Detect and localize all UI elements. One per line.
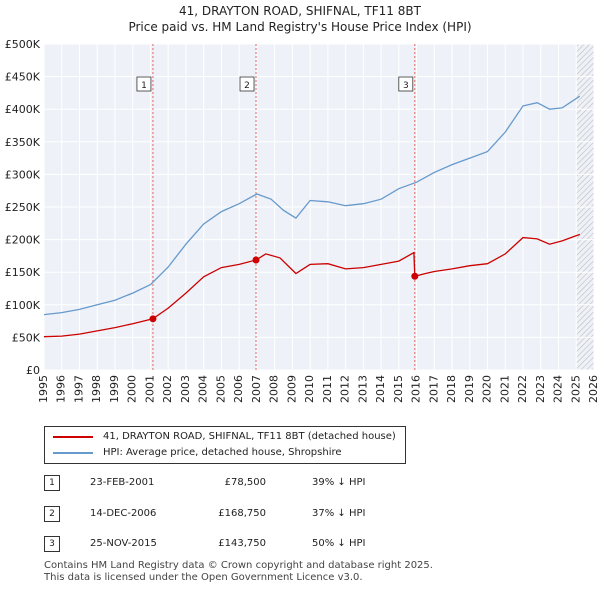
sale-hpi-diff: 37% ↓ HPI (312, 508, 366, 519)
chart-title-subtitle: Price paid vs. HM Land Registry's House … (128, 20, 472, 34)
sale-number-badge: 1 (44, 475, 60, 491)
attribution-line-2: This data is licensed under the Open Gov… (44, 572, 363, 583)
chart-title-address: 41, DRAYTON ROAD, SHIFNAL, TF11 8BT (179, 4, 421, 18)
y-tick-label: £400K (5, 103, 41, 116)
legend-item-price: 41, DRAYTON ROAD, SHIFNAL, TF11 8BT (det… (53, 431, 396, 442)
x-tick-label: 1999 (108, 375, 121, 403)
x-tick-label: 2009 (285, 375, 298, 403)
x-tick-label: 2008 (268, 375, 281, 403)
price-chart: 1 2 3 £0 £50K £100K £150K £200K £250K £300K £350K £… (5, 38, 600, 403)
y-tick-label: £150K (5, 266, 41, 279)
x-tick-label: 2021 (498, 375, 511, 403)
sale-label-number: 1 (141, 81, 147, 91)
x-tick-label: 2026 (587, 375, 600, 403)
y-tick-label: £200K (5, 234, 41, 247)
x-tick-label: 2023 (534, 375, 547, 403)
y-tick-label: £100K (5, 299, 41, 312)
x-tick-label: 1996 (55, 375, 68, 403)
x-tick-label: 2010 (303, 375, 316, 403)
sale-label-box (239, 76, 255, 92)
legend-line-price (53, 435, 93, 438)
chart-legend: 41, DRAYTON ROAD, SHIFNAL, TF11 8BT (det… (44, 426, 406, 464)
hpi-series-line (43, 95, 581, 316)
x-tick-label: 2005 (214, 375, 227, 403)
attribution-line-1: Contains HM Land Registry data © Crown c… (44, 560, 433, 571)
y-tick-label: £350K (5, 136, 41, 149)
x-tick-label: 2016 (410, 375, 423, 403)
sale-label-number: 2 (244, 81, 250, 91)
x-tick-label: 2012 (339, 375, 352, 403)
x-tick-label: 2007 (250, 375, 263, 403)
y-tick-label: £50K (12, 331, 41, 344)
x-tick-label: 2015 (392, 375, 405, 403)
legend-label-hpi: HPI: Average price, detached house, Shro… (103, 447, 342, 458)
attribution: Contains HM Land Registry data © Crown c… (44, 560, 433, 584)
x-tick-label: 2003 (179, 375, 192, 403)
x-tick-label: 2014 (374, 375, 387, 403)
sale-price: £78,500 (224, 477, 266, 488)
y-tick-label: £500K (5, 38, 41, 51)
y-tick-label: £250K (5, 201, 41, 214)
sale-hpi-diff: 39% ↓ HPI (312, 477, 366, 488)
x-tick-label: 2000 (126, 375, 139, 403)
x-tick-label: 2025 (569, 375, 582, 403)
x-tick-label: 2002 (161, 375, 174, 403)
sale-label-box (136, 76, 152, 92)
x-tick-label: 1997 (72, 375, 85, 403)
sale-point (411, 272, 419, 280)
x-tick-label: 2017 (427, 375, 440, 403)
x-tick-label: 1998 (90, 375, 103, 403)
y-tick-label: £300K (5, 168, 41, 181)
sale-price: £143,750 (218, 538, 266, 549)
x-tick-label: 2013 (356, 375, 369, 403)
sale-point (149, 315, 157, 323)
sale-label-number: 3 (403, 81, 409, 91)
y-tick-label: £0 (26, 364, 40, 377)
sale-hpi-diff: 50% ↓ HPI (312, 538, 366, 549)
x-tick-label: 2022 (516, 375, 529, 403)
x-tick-label: 2011 (321, 375, 334, 403)
sale-row: 2 14-DEC-2006 £168,750 37% ↓ HPI (44, 506, 444, 522)
sale-date: 14-DEC-2006 (90, 508, 157, 519)
x-tick-label: 2004 (197, 375, 210, 403)
x-tick-label: 2019 (463, 375, 476, 403)
x-tick-label: 2020 (481, 375, 494, 403)
x-tick-label: 2006 (232, 375, 245, 403)
x-tick-label: 2024 (552, 375, 565, 403)
price-series-line (43, 233, 581, 338)
sale-row: 3 25-NOV-2015 £143,750 50% ↓ HPI (44, 536, 444, 552)
x-tick-label: 2001 (143, 375, 156, 403)
x-tick-label: 2018 (445, 375, 458, 403)
sale-row: 1 23-FEB-2001 £78,500 39% ↓ HPI (44, 475, 444, 491)
legend-label-price: 41, DRAYTON ROAD, SHIFNAL, TF11 8BT (det… (103, 431, 396, 442)
sale-number-badge: 2 (44, 506, 60, 522)
legend-line-hpi (53, 451, 93, 454)
sale-label-box (398, 76, 414, 92)
sale-date: 23-FEB-2001 (90, 477, 155, 488)
legend-item-hpi: HPI: Average price, detached house, Shro… (53, 447, 342, 458)
sale-number-badge: 3 (44, 536, 60, 552)
y-tick-label: £450K (5, 71, 41, 84)
sale-point (252, 256, 260, 264)
sale-date: 25-NOV-2015 (90, 538, 157, 549)
x-tick-label: 1995 (37, 375, 50, 403)
sale-price: £168,750 (218, 508, 266, 519)
